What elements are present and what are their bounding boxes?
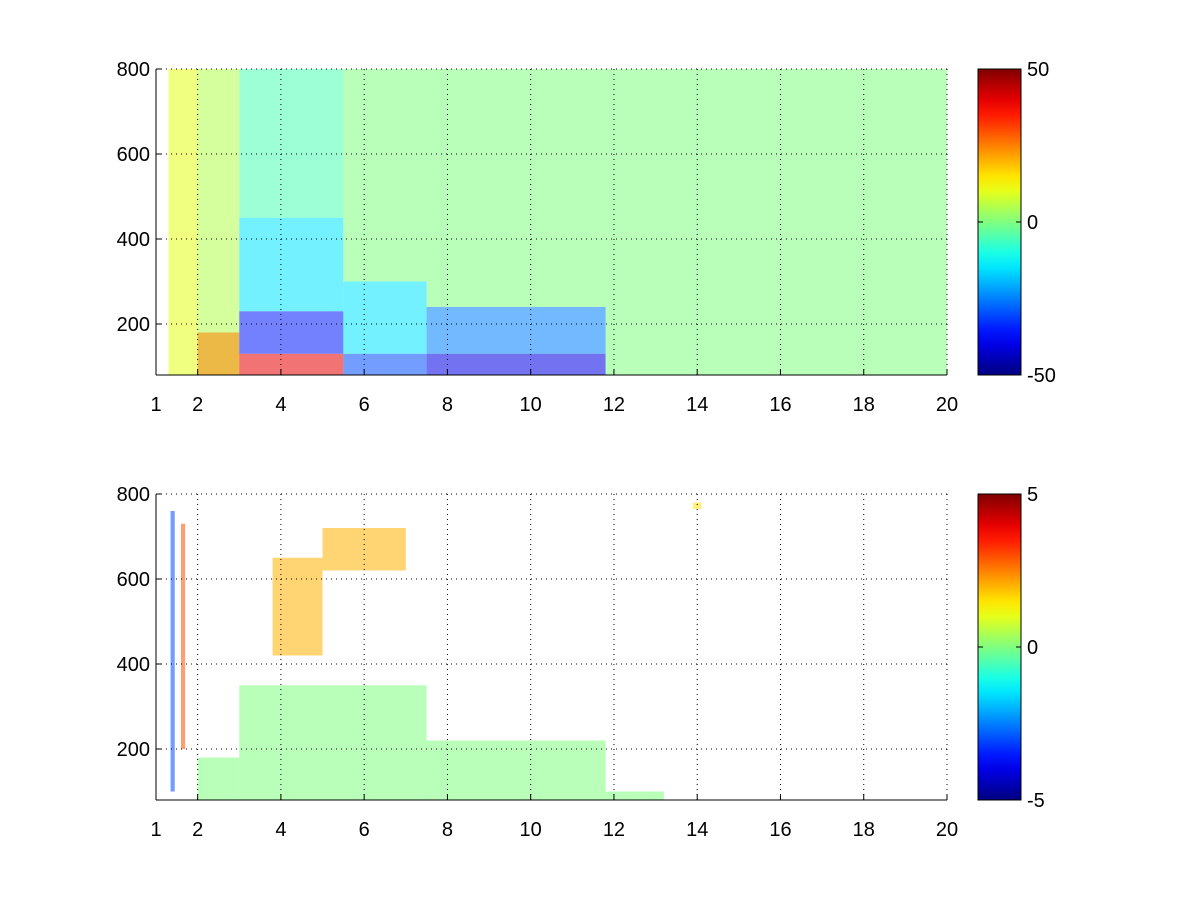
x-tick-label: 14 — [686, 819, 708, 841]
colorbar-tick-label: -50 — [1027, 365, 1056, 387]
x-tick-label: 8 — [442, 394, 453, 416]
x-tick-label: 4 — [275, 394, 286, 416]
heatmap-region — [272, 557, 323, 656]
x-tick-label: 2 — [192, 394, 203, 416]
y-tick-label: 800 — [117, 484, 150, 506]
heatmap-region — [180, 523, 186, 749]
heatmap-region — [343, 281, 427, 354]
heatmap-region — [426, 353, 606, 375]
x-tick-label: 18 — [853, 819, 875, 841]
x-tick-label: 1 — [150, 394, 161, 416]
x-tick-label: 8 — [442, 819, 453, 841]
heatmap-region — [343, 353, 427, 375]
x-tick-label: 6 — [359, 819, 370, 841]
y-tick-label: 600 — [117, 569, 150, 591]
heatmap-region — [343, 69, 427, 282]
heatmap-region — [168, 69, 198, 375]
heatmap-region — [239, 740, 427, 800]
x-tick-label: 1 — [150, 819, 161, 841]
heatmap-region — [239, 353, 344, 375]
x-tick-label: 16 — [769, 394, 791, 416]
y-tick-label: 200 — [117, 314, 150, 336]
heatmap-region — [239, 685, 427, 741]
heatmap-region — [426, 740, 606, 800]
colorbar-tick-label: -5 — [1027, 790, 1045, 812]
x-tick-label: 12 — [603, 819, 625, 841]
y-tick-label: 200 — [117, 739, 150, 761]
x-tick-label: 4 — [275, 819, 286, 841]
heatmap-region — [426, 307, 606, 354]
heatmap-region — [605, 791, 664, 800]
x-tick-label: 18 — [853, 394, 875, 416]
x-tick-label: 10 — [520, 394, 542, 416]
heatmap-region — [170, 511, 175, 792]
heatmap-region — [693, 502, 702, 509]
x-tick-label: 10 — [520, 819, 542, 841]
x-tick-label: 2 — [192, 819, 203, 841]
heatmap-region — [239, 311, 344, 354]
heatmap-region — [605, 69, 947, 375]
heatmap-region — [426, 69, 606, 307]
colorbar-tick-label: 0 — [1027, 637, 1038, 659]
colorbar — [977, 493, 1022, 801]
x-tick-label: 14 — [686, 394, 708, 416]
x-tick-label: 20 — [936, 394, 958, 416]
y-tick-label: 400 — [117, 229, 150, 251]
heatmap-region — [197, 332, 240, 375]
colorbar-tick-label: 5 — [1027, 484, 1038, 506]
x-tick-label: 20 — [936, 819, 958, 841]
heatmap-region — [239, 217, 344, 312]
y-tick-label: 600 — [117, 144, 150, 166]
colorbar — [977, 68, 1022, 376]
x-tick-label: 12 — [603, 394, 625, 416]
colorbar-tick-label: 50 — [1027, 59, 1049, 81]
colorbar-tick-label: 0 — [1027, 212, 1038, 234]
x-tick-label: 16 — [769, 819, 791, 841]
heatmap-region — [239, 69, 344, 218]
y-tick-label: 800 — [117, 59, 150, 81]
x-tick-label: 6 — [359, 394, 370, 416]
heatmap-region — [197, 757, 240, 800]
heatmap-region — [197, 69, 240, 375]
y-tick-label: 400 — [117, 654, 150, 676]
heatmap-layer — [168, 69, 947, 375]
